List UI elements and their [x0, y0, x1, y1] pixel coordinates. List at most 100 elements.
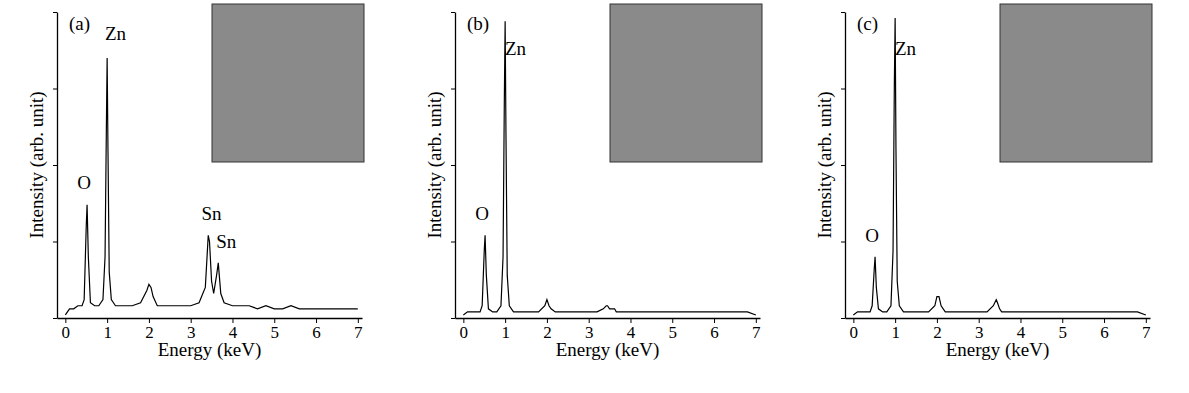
peak-label: Sn [216, 231, 237, 252]
y-tick [451, 242, 455, 243]
x-tick-label: 0 [460, 323, 469, 342]
y-tick-mark [53, 165, 57, 166]
x-axis-title: Energy (keV) [158, 339, 262, 361]
panel: 01234567Energy (keV)Intensity (arb. unit… [26, 4, 364, 361]
peak-label: Zn [105, 23, 127, 44]
y-tick [53, 89, 57, 90]
x-tick-label: 1 [501, 323, 510, 342]
x-tick: 7 [1142, 318, 1151, 342]
x-tick: 1 [891, 318, 900, 342]
y-tick-mark [451, 242, 455, 243]
plot-area [65, 58, 357, 315]
x-tick-label: 7 [752, 323, 761, 342]
x-tick: 7 [752, 318, 761, 342]
y-tick-mark [451, 89, 455, 90]
x-tick: 5 [669, 318, 678, 342]
y-tick-mark [53, 12, 57, 13]
x-tick: 1 [501, 318, 510, 342]
sem-inset-image [1000, 4, 1152, 162]
y-axis-line [57, 13, 58, 319]
y-tick-mark [451, 12, 455, 13]
y-tick-mark [841, 12, 845, 13]
x-tick-label: 6 [710, 323, 719, 342]
peak-label: Zn [505, 38, 527, 59]
y-tick-mark [53, 89, 57, 90]
y-axis-title: Intensity (arb. unit) [26, 91, 48, 238]
panel-label: (a) [69, 13, 90, 35]
x-tick: 6 [312, 318, 321, 342]
spectrum-line [463, 21, 755, 315]
x-tick-label: 0 [62, 323, 71, 342]
x-axis-title: Energy (keV) [556, 339, 660, 361]
x-tick: 0 [62, 318, 71, 342]
x-tick: 2 [145, 318, 154, 342]
y-tick [841, 89, 845, 90]
x-tick-label: 5 [1059, 323, 1068, 342]
x-tick-label: 7 [1142, 323, 1151, 342]
panel-label: (c) [857, 13, 878, 35]
y-tick [53, 12, 57, 13]
y-tick-mark [451, 165, 455, 166]
x-tick-label: 2 [933, 323, 942, 342]
x-tick: 2 [933, 318, 942, 342]
sem-inset [610, 4, 762, 162]
y-axis [53, 13, 58, 319]
plot-area [853, 18, 1145, 315]
spectrum-line [65, 58, 357, 315]
y-tick [53, 318, 57, 319]
x-tick-label: 5 [271, 323, 280, 342]
y-axis-line [455, 13, 456, 319]
y-axis-title: Intensity (arb. unit) [814, 91, 836, 238]
x-tick: 5 [271, 318, 280, 342]
y-tick-mark [841, 242, 845, 243]
y-tick-mark [841, 165, 845, 166]
x-tick: 0 [850, 318, 859, 342]
y-tick-mark [841, 318, 845, 319]
sem-inset [212, 4, 364, 162]
y-tick-mark [53, 242, 57, 243]
sem-inset-image [212, 4, 364, 162]
y-tick-mark [841, 89, 845, 90]
y-tick [451, 165, 455, 166]
y-axis-title: Intensity (arb. unit) [424, 91, 446, 238]
y-tick [841, 318, 845, 319]
y-tick-mark [53, 318, 57, 319]
x-tick: 1 [103, 318, 112, 342]
panel: 01234567Energy (keV)Intensity (arb. unit… [814, 4, 1152, 361]
y-tick-mark [451, 318, 455, 319]
peak-label: Zn [895, 38, 917, 59]
spectrum-line [853, 18, 1145, 315]
y-tick [451, 12, 455, 13]
y-axis-line [845, 13, 846, 319]
x-tick: 2 [543, 318, 552, 342]
peak-label: O [475, 203, 489, 224]
panel-label: (b) [467, 13, 489, 35]
peak-label: O [865, 225, 879, 246]
x-tick-label: 6 [312, 323, 321, 342]
peak-label: O [77, 172, 91, 193]
figure: 01234567Energy (keV)Intensity (arb. unit… [0, 0, 1189, 393]
x-tick: 0 [460, 318, 469, 342]
x-tick: 5 [1059, 318, 1068, 342]
x-tick-label: 7 [354, 323, 363, 342]
x-tick-label: 6 [1100, 323, 1109, 342]
y-axis [841, 13, 846, 319]
panel: 01234567Energy (keV)Intensity (arb. unit… [424, 4, 762, 361]
y-tick [841, 12, 845, 13]
sem-inset [1000, 4, 1152, 162]
y-axis [451, 13, 456, 319]
x-tick: 7 [354, 318, 363, 342]
y-tick [451, 318, 455, 319]
sem-inset-image [610, 4, 762, 162]
y-tick [841, 242, 845, 243]
x-tick-label: 5 [669, 323, 678, 342]
peak-label: Sn [202, 203, 223, 224]
x-tick-label: 0 [850, 323, 859, 342]
x-axis-title: Energy (keV) [946, 339, 1050, 361]
x-tick: 6 [1100, 318, 1109, 342]
y-tick [841, 165, 845, 166]
x-tick-label: 1 [891, 323, 900, 342]
y-tick [451, 89, 455, 90]
x-tick: 6 [710, 318, 719, 342]
y-tick [53, 165, 57, 166]
